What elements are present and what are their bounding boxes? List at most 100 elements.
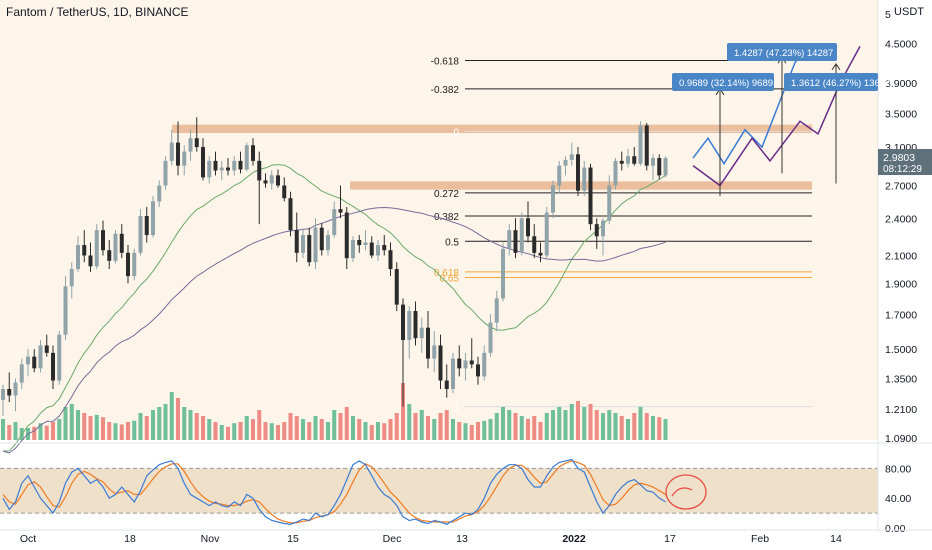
volume-bar xyxy=(613,413,618,440)
candle-body xyxy=(388,250,393,270)
candle-body xyxy=(607,185,612,221)
fib-label: 0.65 xyxy=(440,274,460,285)
candle-body xyxy=(313,227,318,263)
candle-body xyxy=(207,160,212,178)
volume-bar xyxy=(269,423,274,440)
volume-bar xyxy=(319,419,324,440)
candle-body xyxy=(632,156,637,164)
volume-bar xyxy=(219,425,224,440)
resistance-zones xyxy=(172,124,812,190)
candle-body xyxy=(269,175,274,184)
volume-bar xyxy=(588,404,593,440)
candle-body xyxy=(482,352,487,377)
volume-bar xyxy=(526,419,530,440)
volume-bar xyxy=(313,416,318,440)
price-tick: 3.5000 xyxy=(885,108,917,120)
candle-body xyxy=(338,209,343,213)
candle-body xyxy=(644,125,649,166)
fib-label: 0.382 xyxy=(434,212,459,223)
volume-bar xyxy=(476,422,480,440)
candle-body xyxy=(501,248,505,299)
volume-bar xyxy=(169,392,174,440)
price-tick: 1.2100 xyxy=(885,404,917,416)
volume-bar xyxy=(326,422,330,440)
candle-body xyxy=(419,327,424,339)
measure-labels: 1.4287 (47.23%) 14287 0.9689 (32.14%) 968… xyxy=(672,43,890,91)
volume-bar xyxy=(7,425,12,440)
candle-body xyxy=(344,212,349,259)
volume-bar xyxy=(63,407,68,440)
stochastic-oscillator xyxy=(0,442,932,525)
resistance-zone xyxy=(172,124,812,134)
volume-bar xyxy=(532,416,537,440)
candle-body xyxy=(144,215,149,236)
time-tick: 15 xyxy=(287,533,299,545)
volume-bar xyxy=(94,414,99,440)
volume-bar xyxy=(182,407,187,440)
volume-bar xyxy=(69,404,74,440)
candle-body xyxy=(213,160,218,171)
measure-label: 1.3612 (46.27%) 13612 xyxy=(791,78,890,89)
volume-bar xyxy=(288,413,293,440)
volume-bar xyxy=(519,416,524,440)
time-axis[interactable]: Oct 18 Nov 15 Dec 13 2022 17 Feb 14 xyxy=(0,529,932,545)
candle-body xyxy=(263,180,268,184)
volume-bar xyxy=(438,413,443,440)
chart-title: Fantom / TetherUS, 1D, BINANCE xyxy=(6,5,189,19)
candle-countdown: 08:12:29 xyxy=(883,164,922,175)
volume-bar xyxy=(419,410,424,440)
time-tick: 13 xyxy=(456,533,468,545)
volume-bar xyxy=(557,407,562,440)
price-tick: 3.9000 xyxy=(885,78,917,90)
candle-body xyxy=(194,138,199,148)
candle-body xyxy=(44,345,49,353)
time-tick: Dec xyxy=(383,533,402,545)
measure-label-box xyxy=(672,73,774,91)
candle-body xyxy=(426,327,430,359)
volume-bar xyxy=(188,410,193,440)
volume-bar xyxy=(607,410,612,440)
fib-label: 1 xyxy=(453,403,459,414)
measure-label-box xyxy=(727,43,837,61)
candle-body xyxy=(26,356,30,365)
volume-bar xyxy=(632,413,637,440)
fib-label: 0 xyxy=(453,127,459,138)
volume-bar xyxy=(338,413,343,440)
candle-body xyxy=(182,151,187,166)
candle-body xyxy=(457,358,462,369)
candle-body xyxy=(294,230,299,253)
oscillator-tick: 0.00 xyxy=(885,523,906,535)
candle-body xyxy=(238,160,243,170)
oscillator-tick: 80.00 xyxy=(885,463,911,475)
volume-bar xyxy=(82,413,87,440)
volume-bar xyxy=(382,423,387,440)
price-tick: 1.0900 xyxy=(885,433,917,445)
candle-body xyxy=(619,160,624,164)
candle-body xyxy=(326,235,330,251)
volume-bar xyxy=(569,404,574,440)
candle-body xyxy=(382,245,387,251)
volume-bar xyxy=(132,420,137,440)
candle-body xyxy=(601,220,605,237)
candles[interactable] xyxy=(1,117,668,416)
candle-body xyxy=(107,250,112,261)
volume-bar xyxy=(144,416,149,440)
candle-body xyxy=(38,345,43,369)
candle-body xyxy=(282,185,287,199)
oscillator-band xyxy=(0,468,878,514)
volume-bar xyxy=(594,410,599,440)
volume-bar xyxy=(444,410,449,440)
candle-body xyxy=(319,227,324,251)
volume-bar xyxy=(507,410,512,440)
volume-bar xyxy=(544,413,549,440)
price-tick: 1.7000 xyxy=(885,309,917,321)
stoch-d-line xyxy=(2,460,666,524)
price-axis[interactable]: 54.50003.90003.50003.10002.70002.40002.1… xyxy=(877,0,932,535)
volume-bar xyxy=(619,416,624,440)
price-tick: 5 xyxy=(885,9,891,21)
fib-label: -0.382 xyxy=(431,85,460,96)
volume-bar xyxy=(551,410,555,440)
candle-body xyxy=(76,245,80,270)
candle-body xyxy=(519,218,524,253)
